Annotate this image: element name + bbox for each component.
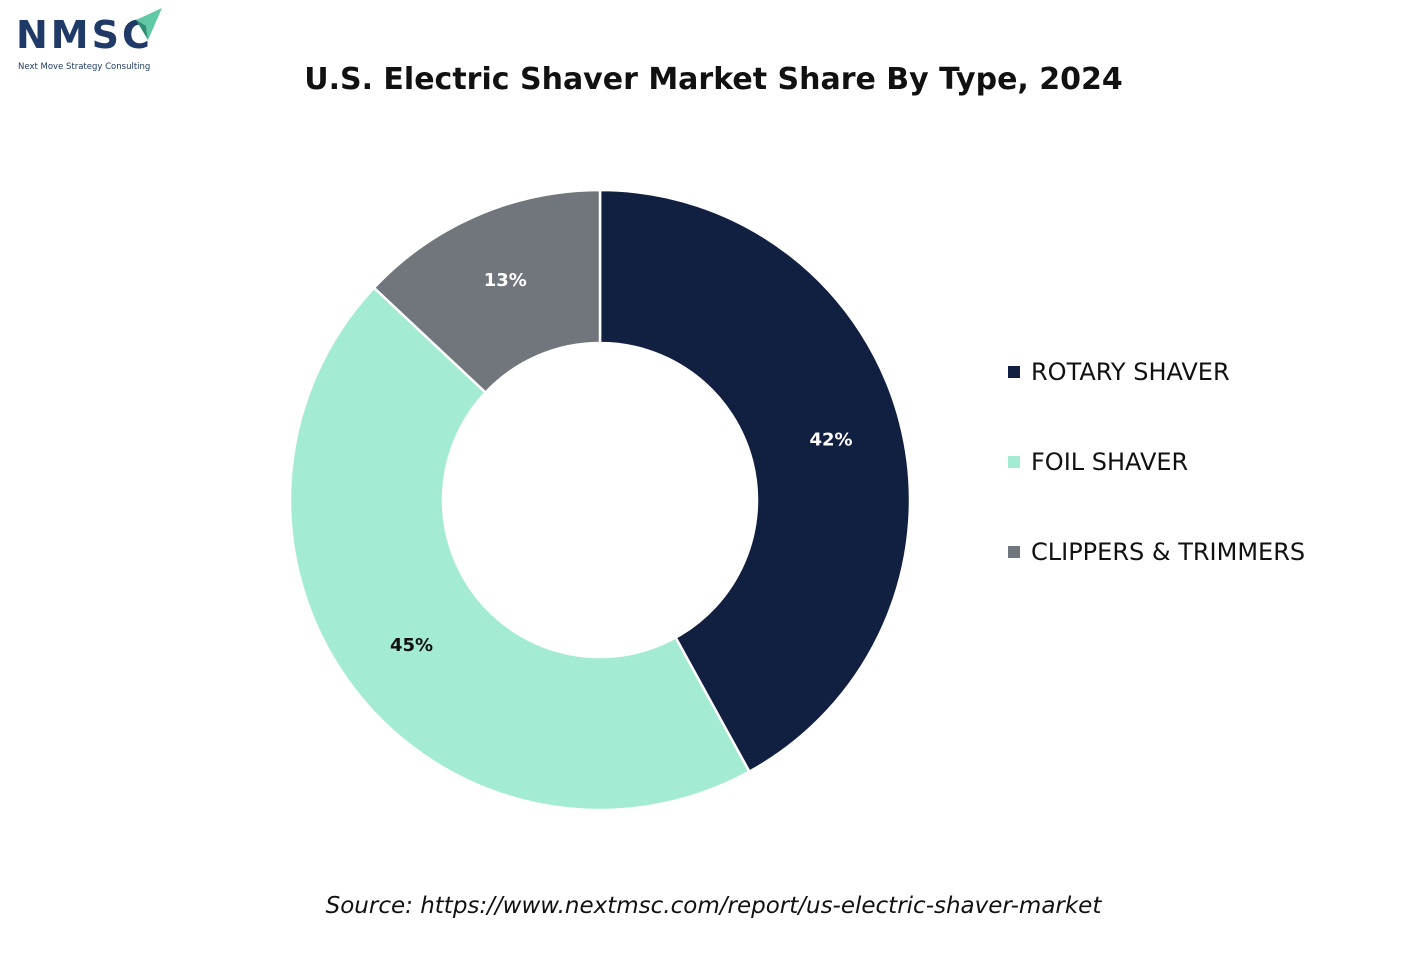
legend-swatch [1008, 366, 1020, 378]
nmsc-logo: NMSC Next Move Strategy Consulting [16, 6, 166, 76]
legend-item-clippers-and-trimmers: CLIPPERS & TRIMMERS [1008, 532, 1305, 572]
data-label-rotary-shaver: 42% [809, 430, 852, 451]
legend-swatch [1008, 546, 1020, 558]
legend-swatch [1008, 456, 1020, 468]
data-label-clippers-and-trimmers: 13% [484, 270, 527, 291]
slice-rotary-shaver [598, 188, 912, 774]
chart-title: U.S. Electric Shaver Market Share By Typ… [304, 62, 1123, 97]
slice-foil-shaver [288, 286, 752, 812]
legend-label: ROTARY SHAVER [1031, 358, 1230, 386]
source-note: Source: https://www.nextmsc.com/report/u… [325, 893, 1102, 919]
slice-clippers-and-trimmers [372, 188, 602, 395]
logo-tagline: Next Move Strategy Consulting [18, 62, 151, 72]
legend-label: CLIPPERS & TRIMMERS [1031, 538, 1306, 566]
legend-label: FOIL SHAVER [1031, 448, 1189, 476]
chart-legend: ROTARY SHAVER FOIL SHAVER CLIPPERS & TRIMM… [1008, 352, 1305, 622]
legend-item-rotary-shaver: ROTARY SHAVER [1008, 352, 1305, 392]
paper-plane-arrow-icon [136, 8, 162, 40]
logo-wordmark: NMSC [16, 13, 153, 57]
data-label-foil-shaver: 45% [390, 635, 433, 656]
legend-item-foil-shaver: FOIL SHAVER [1008, 442, 1305, 482]
